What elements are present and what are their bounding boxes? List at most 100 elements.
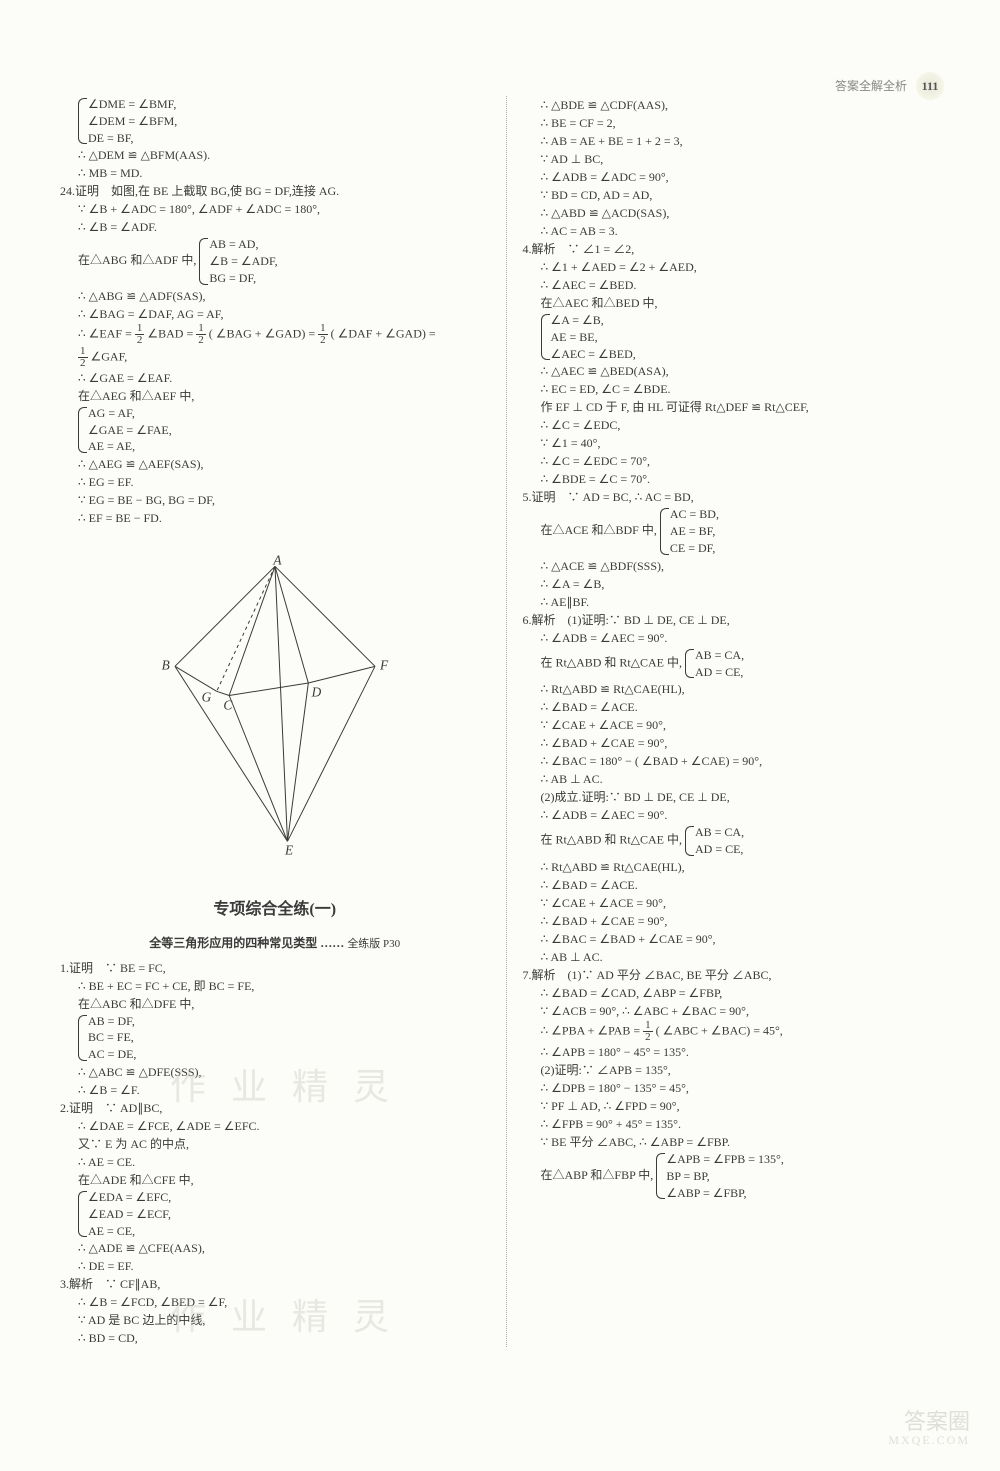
line: 在△ADE 和△CFE 中,	[60, 1171, 490, 1189]
line: ∴ △AEG ≌ △AEF(SAS),	[60, 455, 490, 473]
page: 答案全解全析 111 作 业 精 灵 作 业 精 灵 答案圈 MXQE.COM …	[0, 0, 1000, 1471]
line: ∴ ∠BDE = ∠C = 70°.	[523, 470, 953, 488]
q3: 3.解析 ∵ CF∥AB,	[60, 1275, 490, 1293]
pt-E: E	[284, 843, 293, 858]
q2: 2.证明 ∵ AD∥BC,	[60, 1099, 490, 1117]
line: ∴ ∠BAD = ∠CAD, ∠ABP = ∠FBP,	[523, 984, 953, 1002]
line: ∴ ∠BAC = ∠BAD + ∠CAE = 90°,	[523, 930, 953, 948]
brace-block: ∠A = ∠B, AE = BE, ∠AEC = ∠BED,	[523, 312, 953, 362]
q6: 6.解析 (1)证明:∵ BD ⊥ DE, CE ⊥ DE,	[523, 611, 953, 629]
geometry-diagram: A B C D F G E	[60, 533, 490, 888]
line: 在△ABC 和△DFE 中,	[60, 995, 490, 1013]
line: ∴ Rt△ABD ≌ Rt△CAE(HL),	[523, 858, 953, 876]
line: ∵ BD = CD, AD = AD,	[523, 186, 953, 204]
line: ∴ ∠BAD + ∠CAE = 90°,	[523, 734, 953, 752]
line: AE = BF,	[670, 523, 719, 540]
line: ∠A = ∠B,	[551, 312, 636, 329]
line: ∴ DE = EF.	[60, 1257, 490, 1275]
line: ∴ AE = CE.	[60, 1153, 490, 1171]
line: ∴ ∠DAE = ∠FCE, ∠ADE = ∠EFC.	[60, 1117, 490, 1135]
line: ∴ ∠DPB = 180° − 135° = 45°,	[523, 1079, 953, 1097]
line: ∠EDA = ∠EFC,	[88, 1189, 171, 1206]
page-number: 111	[916, 72, 944, 100]
line: ∠EAD = ∠ECF,	[88, 1206, 171, 1223]
columns: ∠DME = ∠BMF, ∠DEM = ∠BFM, DE = BF, ∴ △DE…	[60, 96, 952, 1347]
line: ∠B = ∠ADF,	[209, 253, 277, 270]
line: AB = CA,	[695, 824, 744, 841]
line: ∴ ∠EAF = 12 ∠BAD = 12 ( ∠BAG + ∠GAD) = 1…	[60, 323, 490, 346]
line: CE = DF,	[670, 540, 719, 557]
line: ∴ ∠C = ∠EDC = 70°,	[523, 452, 953, 470]
line: ∠APB = ∠FPB = 135°,	[666, 1151, 784, 1168]
line: 在 Rt△ABD 和 Rt△CAE 中, AB = CA, AD = CE,	[523, 824, 953, 858]
line: AG = AF,	[88, 405, 172, 422]
line: ∴ AB ⊥ AC.	[523, 948, 953, 966]
line: ∴ AB = AE + BE = 1 + 2 = 3,	[523, 132, 953, 150]
line: ∴ △ABG ≌ △ADF(SAS),	[60, 287, 490, 305]
line: ∴ ∠BAD + ∠CAE = 90°,	[523, 912, 953, 930]
line: DE = BF,	[88, 130, 177, 147]
pt-A: A	[272, 553, 282, 568]
line: ∴ ∠BAC = 180° − ( ∠BAD + ∠CAE) = 90°,	[523, 752, 953, 770]
line: AC = BD,	[670, 506, 719, 523]
pt-D: D	[310, 685, 321, 700]
line: ∴ △ACE ≌ △BDF(SSS),	[523, 557, 953, 575]
line: ∴ AC = AB = 3.	[523, 222, 953, 240]
line: ∴ △ADE ≌ △CFE(AAS),	[60, 1239, 490, 1257]
pre: 在△ABG 和△ADF 中,	[78, 253, 196, 267]
line: AE = CE,	[88, 1223, 171, 1240]
line: ∴ ∠BAG = ∠DAF, AG = AF,	[60, 305, 490, 323]
line: BC = FE,	[88, 1029, 136, 1046]
q5: 5.证明 ∵ AD = BC, ∴ AC = BD,	[523, 488, 953, 506]
line: 作 EF ⊥ CD 于 F, 由 HL 可证得 Rt△DEF ≌ Rt△CEF,	[523, 398, 953, 416]
line: 在△ABG 和△ADF 中, AB = AD, ∠B = ∠ADF, BG = …	[60, 236, 490, 286]
line: ∵ ∠1 = 40°,	[523, 434, 953, 452]
line: ∠DME = ∠BMF,	[88, 96, 177, 113]
line: BG = DF,	[209, 270, 277, 287]
line: ∴ ∠B = ∠FCD, ∠BED = ∠F,	[60, 1293, 490, 1311]
line: ∴ ∠ADB = ∠AEC = 90°.	[523, 629, 953, 647]
line: ∵ BE 平分 ∠ABC, ∴ ∠ABP = ∠FBP.	[523, 1133, 953, 1151]
section-subtitle: 全等三角形应用的四种常见类型 …… 全练版 P30	[60, 934, 490, 953]
line: ∠AEC = ∠BED,	[551, 346, 636, 363]
q7: 7.解析 (1)∵ AD 平分 ∠BAC, BE 平分 ∠ABC,	[523, 966, 953, 984]
line: ∴ ∠GAE = ∠EAF.	[60, 369, 490, 387]
line: ∴ △ABC ≌ △DFE(SSS),	[60, 1063, 490, 1081]
line: AE = BE,	[551, 329, 636, 346]
line: ∴ ∠B = ∠F.	[60, 1081, 490, 1099]
line: ∠ABP = ∠FBP,	[666, 1185, 784, 1202]
line: ∴ ∠FPB = 90° + 45° = 135°.	[523, 1115, 953, 1133]
line: ∵ EG = BE − BG, BG = DF,	[60, 491, 490, 509]
line: 在△AEG 和△AEF 中,	[60, 387, 490, 405]
line: ∴ ∠1 + ∠AED = ∠2 + ∠AED,	[523, 258, 953, 276]
line: AE = AE,	[88, 438, 172, 455]
line: ∴ EC = ED, ∠C = ∠BDE.	[523, 380, 953, 398]
line: ∴ ∠A = ∠B,	[523, 575, 953, 593]
line: (2)证明:∵ ∠APB = 135°,	[523, 1061, 953, 1079]
column-separator	[506, 96, 507, 1347]
line: AB = DF,	[88, 1013, 136, 1030]
line: ∴ ∠B = ∠ADF.	[60, 218, 490, 236]
line: ∵ ∠ACB = 90°, ∴ ∠ABC + ∠BAC = 90°,	[523, 1002, 953, 1020]
brace-block: AG = AF, ∠GAE = ∠FAE, AE = AE,	[60, 405, 490, 455]
line: ∴ △AEC ≌ △BED(ASA),	[523, 362, 953, 380]
line: ∴ AB ⊥ AC.	[523, 770, 953, 788]
line: BP = BP,	[666, 1168, 784, 1185]
line: 又∵ E 为 AC 的中点,	[60, 1135, 490, 1153]
pt-G: G	[201, 690, 211, 705]
line: AD = CE,	[695, 664, 744, 681]
corner-top: 答案圈	[888, 1410, 970, 1434]
line: ∴ MB = MD.	[60, 164, 490, 182]
q24: 24.证明 如图,在 BE 上截取 BG,使 BG = DF,连接 AG.	[60, 182, 490, 200]
line: 在△ABP 和△FBP 中, ∠APB = ∠FPB = 135°, BP = …	[523, 1151, 953, 1201]
line: ∴ Rt△ABD ≌ Rt△CAE(HL),	[523, 680, 953, 698]
header-label: 答案全解全析	[835, 79, 907, 93]
pt-C: C	[223, 698, 233, 713]
line: ∴ EG = EF.	[60, 473, 490, 491]
pt-F: F	[379, 658, 389, 673]
corner-watermark: 答案圈 MXQE.COM	[888, 1410, 970, 1447]
line: ∴ △ABD ≌ △ACD(SAS),	[523, 204, 953, 222]
line: 在 Rt△ABD 和 Rt△CAE 中, AB = CA, AD = CE,	[523, 647, 953, 681]
line: (2)成立.证明:∵ BD ⊥ DE, CE ⊥ DE,	[523, 788, 953, 806]
line: ∴ △DEM ≌ △BFM(AAS).	[60, 146, 490, 164]
